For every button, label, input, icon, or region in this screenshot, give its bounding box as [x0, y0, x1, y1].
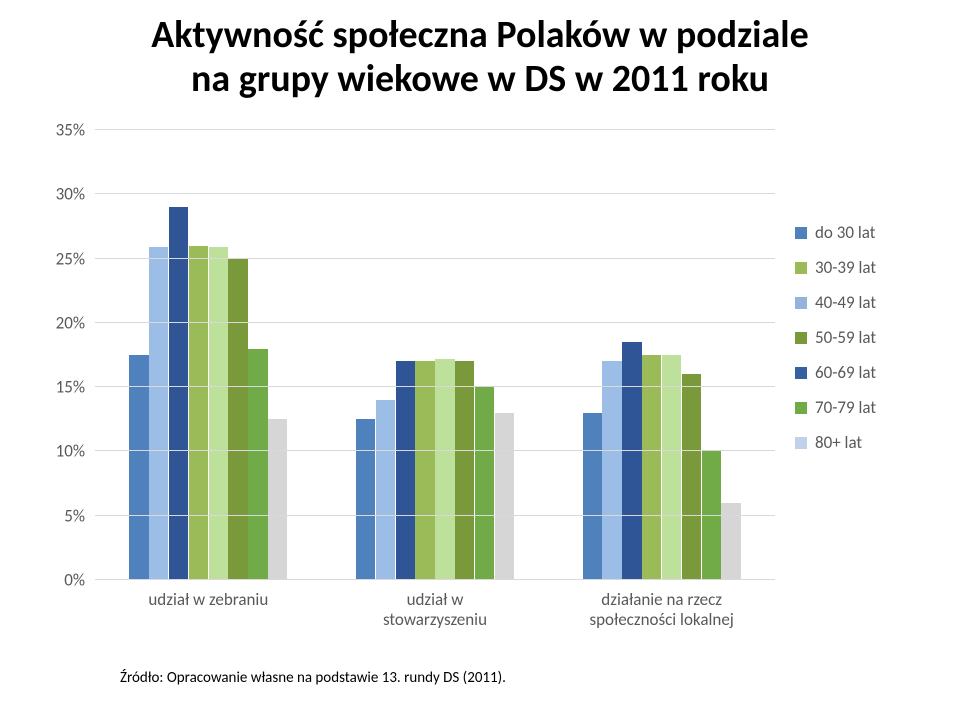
title-line-2: na grupy wiekowe w DS w 2011 roku: [191, 56, 769, 102]
bar-group: udział w zebraniu: [129, 130, 288, 580]
bar: [495, 413, 514, 580]
bar: [169, 207, 188, 580]
bar: [682, 374, 701, 580]
bar: [702, 451, 721, 580]
bar: [149, 247, 168, 580]
bar: [129, 355, 148, 580]
legend-item: 60-69 lat: [795, 362, 915, 383]
legend-label: 50-59 lat: [815, 327, 876, 348]
legend-label: 60-69 lat: [815, 362, 876, 383]
legend-item: 30-39 lat: [795, 257, 915, 278]
bar: [475, 387, 494, 580]
legend-label: 30-39 lat: [815, 257, 876, 278]
gridline: [95, 579, 775, 580]
legend-swatch: [795, 297, 807, 309]
gridline: [95, 258, 775, 259]
legend-swatch: [795, 402, 807, 414]
bar: [209, 247, 228, 580]
bar: [662, 355, 681, 580]
legend-label: 80+ lat: [815, 432, 862, 453]
y-tick-label: 5%: [64, 505, 95, 526]
x-category-label: udział w stowarzyszeniu: [356, 580, 515, 631]
legend-swatch: [795, 262, 807, 274]
y-tick-label: 25%: [56, 248, 95, 269]
gridline: [95, 386, 775, 387]
legend-swatch: [795, 227, 807, 239]
x-category-label: działanie na rzecz społeczności lokalnej: [582, 580, 741, 631]
bar: [248, 349, 267, 580]
legend-item: 40-49 lat: [795, 292, 915, 313]
bar: [356, 419, 375, 580]
bar: [435, 359, 454, 580]
bar: [415, 361, 434, 580]
legend-item: 80+ lat: [795, 432, 915, 453]
legend-swatch: [795, 332, 807, 344]
x-category-label: udział w zebraniu: [129, 580, 288, 610]
bar: [583, 413, 602, 580]
y-tick-label: 20%: [56, 312, 95, 333]
legend-item: 50-59 lat: [795, 327, 915, 348]
bar: [602, 361, 621, 580]
legend: do 30 lat 30-39 lat 40-49 lat 50-59 lat 60-6…: [795, 222, 915, 467]
bar: [189, 246, 208, 580]
y-tick-label: 15%: [56, 377, 95, 398]
slide: Aktywność społeczna Polaków w podziale n…: [0, 0, 960, 711]
bar: [642, 355, 661, 580]
legend-label: 70-79 lat: [815, 397, 876, 418]
legend-item: 70-79 lat: [795, 397, 915, 418]
legend-label: 40-49 lat: [815, 292, 876, 313]
y-tick-label: 10%: [56, 441, 95, 462]
y-tick-label: 30%: [56, 184, 95, 205]
slide-title: Aktywność społeczna Polaków w podziale n…: [0, 14, 960, 101]
gridline: [95, 322, 775, 323]
legend-label: do 30 lat: [815, 222, 875, 243]
legend-item: do 30 lat: [795, 222, 915, 243]
bar: [396, 361, 415, 580]
bar-group: działanie na rzecz społeczności lokalnej: [582, 130, 741, 580]
legend-swatch: [795, 367, 807, 379]
y-tick-label: 0%: [64, 570, 95, 591]
bar: [622, 342, 641, 580]
bar: [376, 400, 395, 580]
gridline: [95, 193, 775, 194]
bar: [455, 361, 474, 580]
gridline: [95, 129, 775, 130]
bar-groups: udział w zebraniu udział w stowarzyszeniu…: [95, 130, 775, 580]
bar: [228, 259, 247, 580]
chart: udział w zebraniu udział w stowarzyszeniu…: [35, 130, 925, 630]
title-line-1: Aktywność społeczna Polaków w podziale: [151, 12, 808, 58]
plot-area: udział w zebraniu udział w stowarzyszeniu…: [95, 130, 775, 580]
source-text: Źródło: Opracowanie własne na podstawie …: [120, 669, 506, 687]
y-tick-label: 35%: [56, 120, 95, 141]
gridline: [95, 450, 775, 451]
bar-group: udział w stowarzyszeniu: [356, 130, 515, 580]
legend-swatch: [795, 437, 807, 449]
gridline: [95, 515, 775, 516]
bar: [268, 419, 287, 580]
